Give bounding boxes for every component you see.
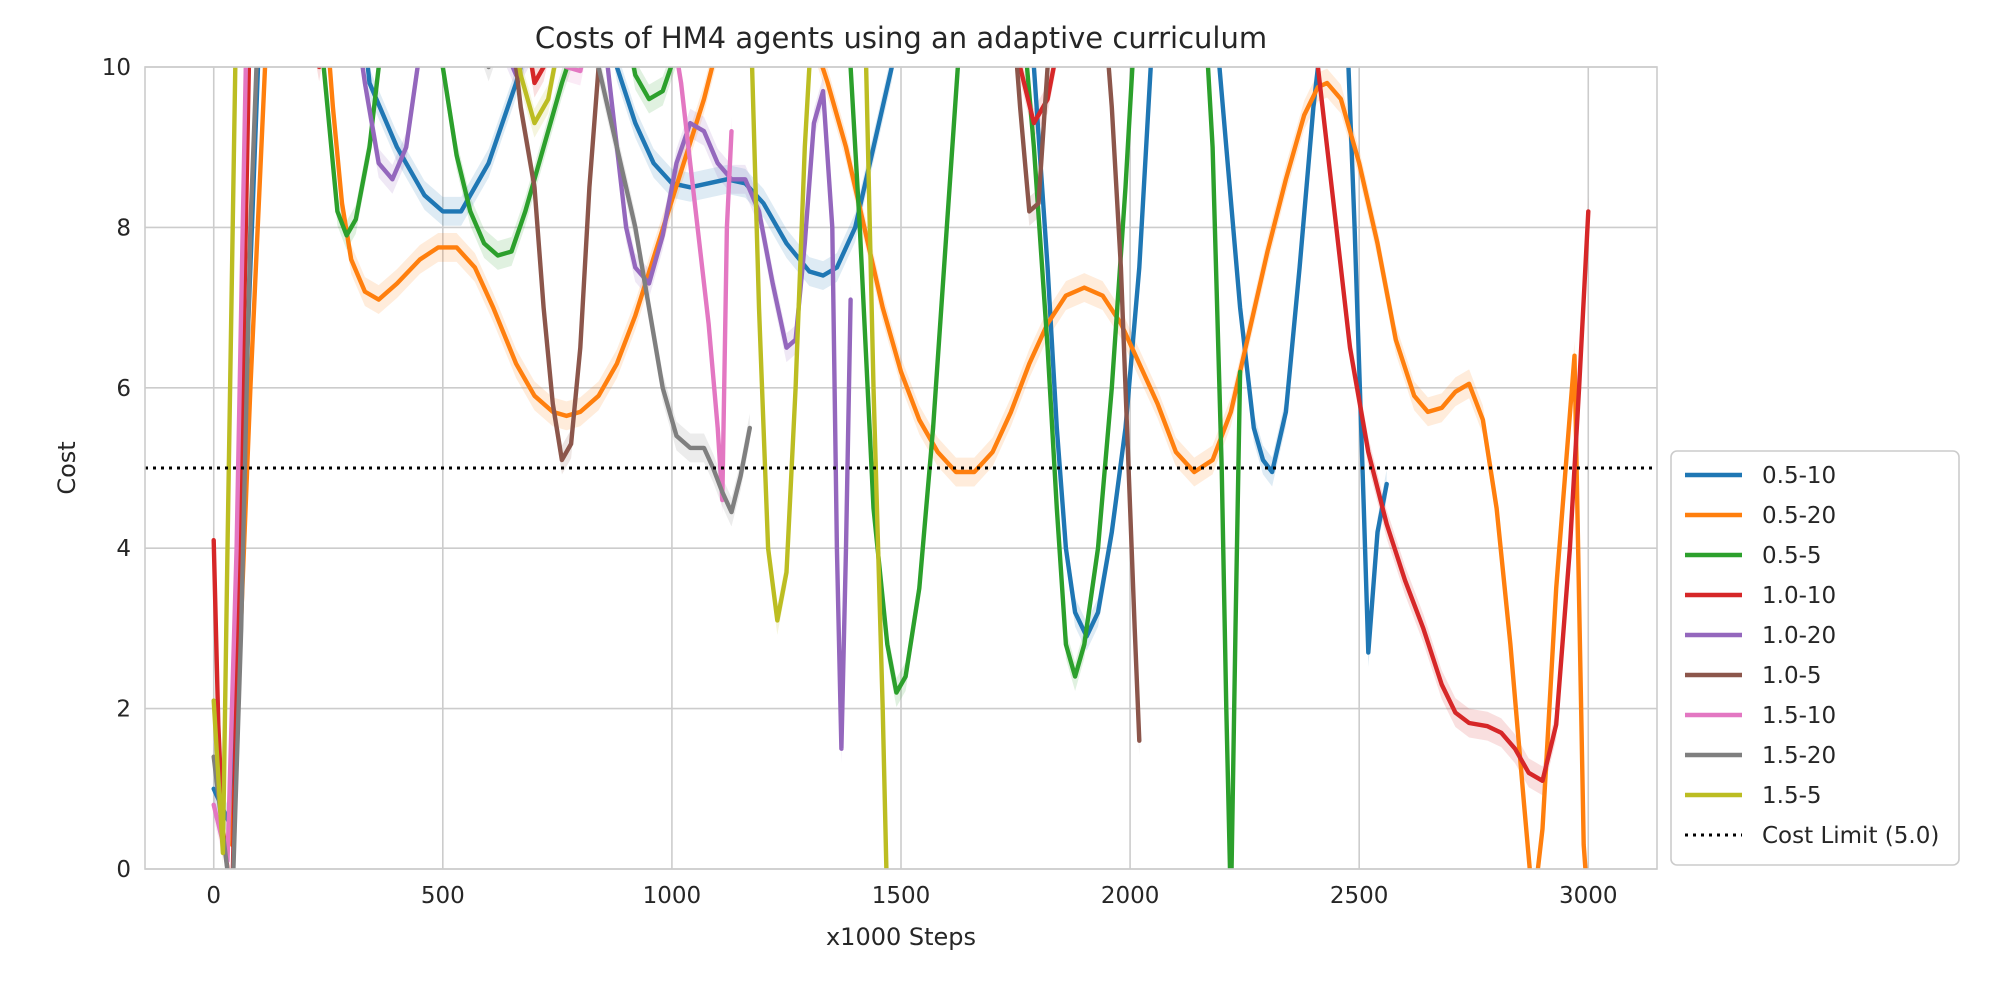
x-tick-label: 1500	[872, 883, 931, 909]
tick-labels: 0 500 1000 1500 2000 2500 3000 0 2 4 6 8 10	[102, 55, 1618, 909]
x-tick-label: 500	[421, 883, 465, 909]
y-tick-label: 2	[116, 697, 131, 723]
band-0.5-20	[232, 67, 1587, 869]
legend-box	[1670, 450, 1960, 866]
series-line-0.5-20	[229, 67, 1588, 869]
y-tick-label: 10	[102, 55, 131, 81]
legend-label: 0.5-20	[1762, 503, 1836, 529]
band-1.5-5	[213, 67, 887, 869]
series-line-1.0-20	[360, 67, 853, 751]
legend-label: 1.5-10	[1762, 703, 1836, 729]
legend: 0.5-10 0.5-20 0.5-5 1.0-10 1.0-20 1.0-5 1.5-10…	[1670, 450, 1960, 866]
y-tick-label: 4	[116, 536, 131, 562]
legend-label: 1.5-5	[1762, 783, 1822, 809]
plot-frame	[144, 66, 1658, 870]
series-lines	[211, 67, 1591, 869]
legend-label: 1.5-20	[1762, 743, 1836, 769]
series-line-1.5-10	[211, 67, 734, 864]
y-tick-label: 0	[116, 857, 131, 883]
legend-label: 0.5-5	[1762, 543, 1822, 569]
x-axis-label: x1000 Steps	[826, 923, 976, 951]
legend-label: 0.5-10	[1762, 463, 1836, 489]
x-tick-label: 1000	[643, 883, 702, 909]
y-tick-label: 6	[116, 376, 131, 402]
band-1.5-20	[213, 67, 750, 869]
x-tick-label: 2500	[1330, 883, 1389, 909]
x-tick-label: 3000	[1559, 883, 1618, 909]
series-line-0.5-5	[321, 67, 1243, 869]
series-line-1.0-5	[513, 67, 1142, 743]
y-tick-label: 8	[116, 215, 131, 241]
legend-label: 1.0-10	[1762, 583, 1836, 609]
x-tick-label: 0	[206, 883, 221, 909]
series-line-1.0-10	[211, 67, 1591, 869]
series-line-1.5-20	[211, 67, 752, 869]
chart-title: Costs of HM4 agents using an adaptive cu…	[535, 21, 1267, 55]
series-line-0.5-10	[211, 67, 1389, 832]
y-axis-label: Cost	[53, 441, 81, 494]
band-1.5-10	[213, 67, 732, 869]
legend-label: 1.0-5	[1762, 663, 1822, 689]
legend-label: 1.0-20	[1762, 623, 1836, 649]
x-tick-label: 2000	[1101, 883, 1160, 909]
legend-label: Cost Limit (5.0)	[1762, 823, 1939, 849]
